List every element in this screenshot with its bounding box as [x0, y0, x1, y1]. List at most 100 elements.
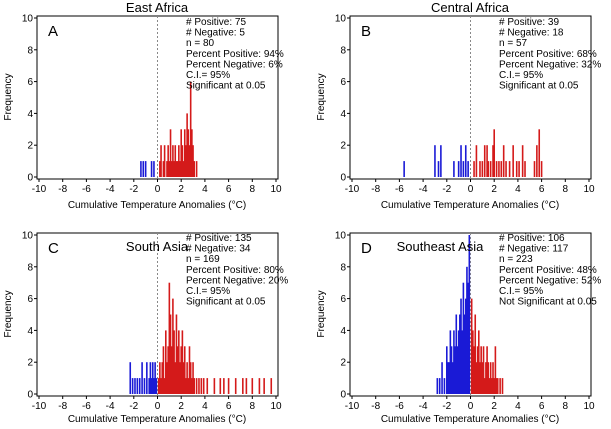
x-axis-label: Cumulative Temperature Anomalies (°C) — [68, 200, 246, 211]
x-tick-label: 4 — [515, 401, 521, 412]
histogram-bars — [436, 235, 504, 394]
y-tick-label: 0 — [340, 390, 346, 401]
x-tick-label: -10 — [32, 401, 47, 412]
y-axis-label: Frequency — [316, 290, 327, 337]
histogram-bars — [140, 81, 198, 177]
x-tick-label: -2 — [129, 184, 138, 195]
x-tick-label: 6 — [226, 184, 232, 195]
y-tick-label: 4 — [340, 326, 346, 337]
x-axis-label: Cumulative Temperature Anomalies (°C) — [381, 200, 559, 211]
stat-line: Percent Negative: 6% — [186, 59, 283, 70]
x-tick-label: -8 — [371, 401, 380, 412]
y-tick-label: 0 — [27, 173, 33, 184]
y-tick-label: 8 — [340, 262, 346, 273]
y-tick-label: 6 — [340, 294, 346, 305]
y-axis-label: Frequency — [3, 290, 14, 337]
stat-line: Not Significant at 0.05 — [499, 297, 597, 308]
stat-line: Percent Negative: 52% — [499, 275, 601, 286]
stat-line: n = 80 — [186, 38, 215, 49]
y-axis-ticks: 0 2 4 6 8 10 — [22, 231, 37, 401]
chart-title: Southeast Asia — [397, 239, 484, 254]
x-axis-ticks: -10 -8 -6 -4 -2 0 2 4 6 8 10 — [32, 396, 282, 412]
x-tick-label: 8 — [250, 184, 256, 195]
y-tick-label: 0 — [340, 173, 346, 184]
x-tick-label: -10 — [32, 184, 47, 195]
x-tick-label: -6 — [82, 184, 91, 195]
stat-line: # Positive: 39 — [499, 17, 559, 28]
panel-letter: A — [48, 23, 58, 40]
x-tick-label: 8 — [250, 401, 256, 412]
x-tick-label: -4 — [106, 184, 115, 195]
x-axis-ticks: -10 -8 -6 -4 -2 0 2 4 6 8 10 — [345, 396, 595, 412]
x-tick-label: 0 — [155, 184, 161, 195]
y-tick-label: 10 — [335, 231, 347, 242]
stat-line: Percent Negative: 32% — [499, 59, 601, 70]
stats-block: # Positive: 135# Negative: 34n = 169Perc… — [186, 233, 288, 308]
x-tick-label: 0 — [155, 401, 161, 412]
x-tick-label: 10 — [583, 184, 595, 195]
x-tick-label: 2 — [491, 184, 497, 195]
x-tick-label: -2 — [129, 401, 138, 412]
x-tick-label: -4 — [106, 401, 115, 412]
stat-line: # Positive: 75 — [186, 17, 246, 28]
y-axis-ticks: 0 2 4 6 8 10 — [335, 14, 350, 184]
y-tick-label: 10 — [22, 14, 34, 25]
chart-title: East Africa — [126, 0, 189, 15]
stat-line: n = 223 — [499, 254, 533, 265]
y-tick-label: 4 — [27, 109, 33, 120]
y-tick-label: 8 — [27, 262, 33, 273]
y-axis-ticks: 0 2 4 6 8 10 — [335, 231, 350, 401]
x-tick-label: 2 — [178, 401, 184, 412]
x-tick-label: 0 — [468, 401, 474, 412]
x-tick-label: 6 — [539, 401, 545, 412]
panel-letter: C — [48, 240, 59, 257]
stat-line: Percent Positive: 80% — [186, 265, 284, 276]
y-tick-label: 0 — [27, 390, 33, 401]
panel-letter: D — [361, 240, 372, 257]
stat-line: Percent Positive: 68% — [499, 49, 597, 60]
y-tick-label: 10 — [22, 231, 34, 242]
y-tick-label: 2 — [340, 141, 346, 152]
x-tick-label: -8 — [58, 401, 67, 412]
x-tick-label: -8 — [371, 184, 380, 195]
x-tick-label: 8 — [563, 184, 569, 195]
y-tick-label: 8 — [340, 45, 346, 56]
stat-line: # Negative: 34 — [186, 244, 251, 255]
stat-line: n = 57 — [499, 38, 528, 49]
stat-line: # Positive: 106 — [499, 233, 565, 244]
y-tick-label: 4 — [27, 326, 33, 337]
x-tick-label: -2 — [442, 184, 451, 195]
panel-b: -10 -8 -6 -4 -2 0 2 4 6 8 10 0 2 4 6 8 10 Central Afric… — [316, 0, 601, 211]
stat-line: Percent Positive: 94% — [186, 49, 284, 60]
x-tick-label: -10 — [345, 184, 360, 195]
y-tick-label: 2 — [340, 358, 346, 369]
x-tick-label: -8 — [58, 184, 67, 195]
stat-line: Significant at 0.05 — [186, 81, 266, 92]
x-tick-label: 4 — [202, 184, 208, 195]
stat-line: Percent Negative: 20% — [186, 275, 288, 286]
x-tick-label: 0 — [468, 184, 474, 195]
x-tick-label: 10 — [270, 401, 282, 412]
y-axis-label: Frequency — [316, 73, 327, 120]
x-tick-label: 8 — [563, 401, 569, 412]
histogram-bars — [129, 282, 273, 394]
x-tick-label: -4 — [419, 401, 428, 412]
stat-line: Significant at 0.05 — [186, 297, 266, 308]
x-axis-ticks: -10 -8 -6 -4 -2 0 2 4 6 8 10 — [32, 179, 282, 195]
x-tick-label: 2 — [491, 401, 497, 412]
x-tick-label: 10 — [583, 401, 595, 412]
y-tick-label: 6 — [27, 294, 33, 305]
y-axis-ticks: 0 2 4 6 8 10 — [22, 14, 37, 184]
stats-block: # Positive: 75# Negative: 5n = 80Percent… — [186, 17, 284, 92]
x-tick-label: -6 — [395, 184, 404, 195]
y-tick-label: 6 — [27, 77, 33, 88]
stat-line: C.I.= 95% — [186, 70, 230, 81]
x-axis-label: Cumulative Temperature Anomalies (°C) — [68, 414, 246, 425]
stat-line: # Negative: 5 — [186, 28, 245, 39]
stat-line: # Negative: 18 — [499, 28, 564, 39]
x-tick-label: 6 — [226, 401, 232, 412]
panel-letter: B — [361, 23, 371, 40]
